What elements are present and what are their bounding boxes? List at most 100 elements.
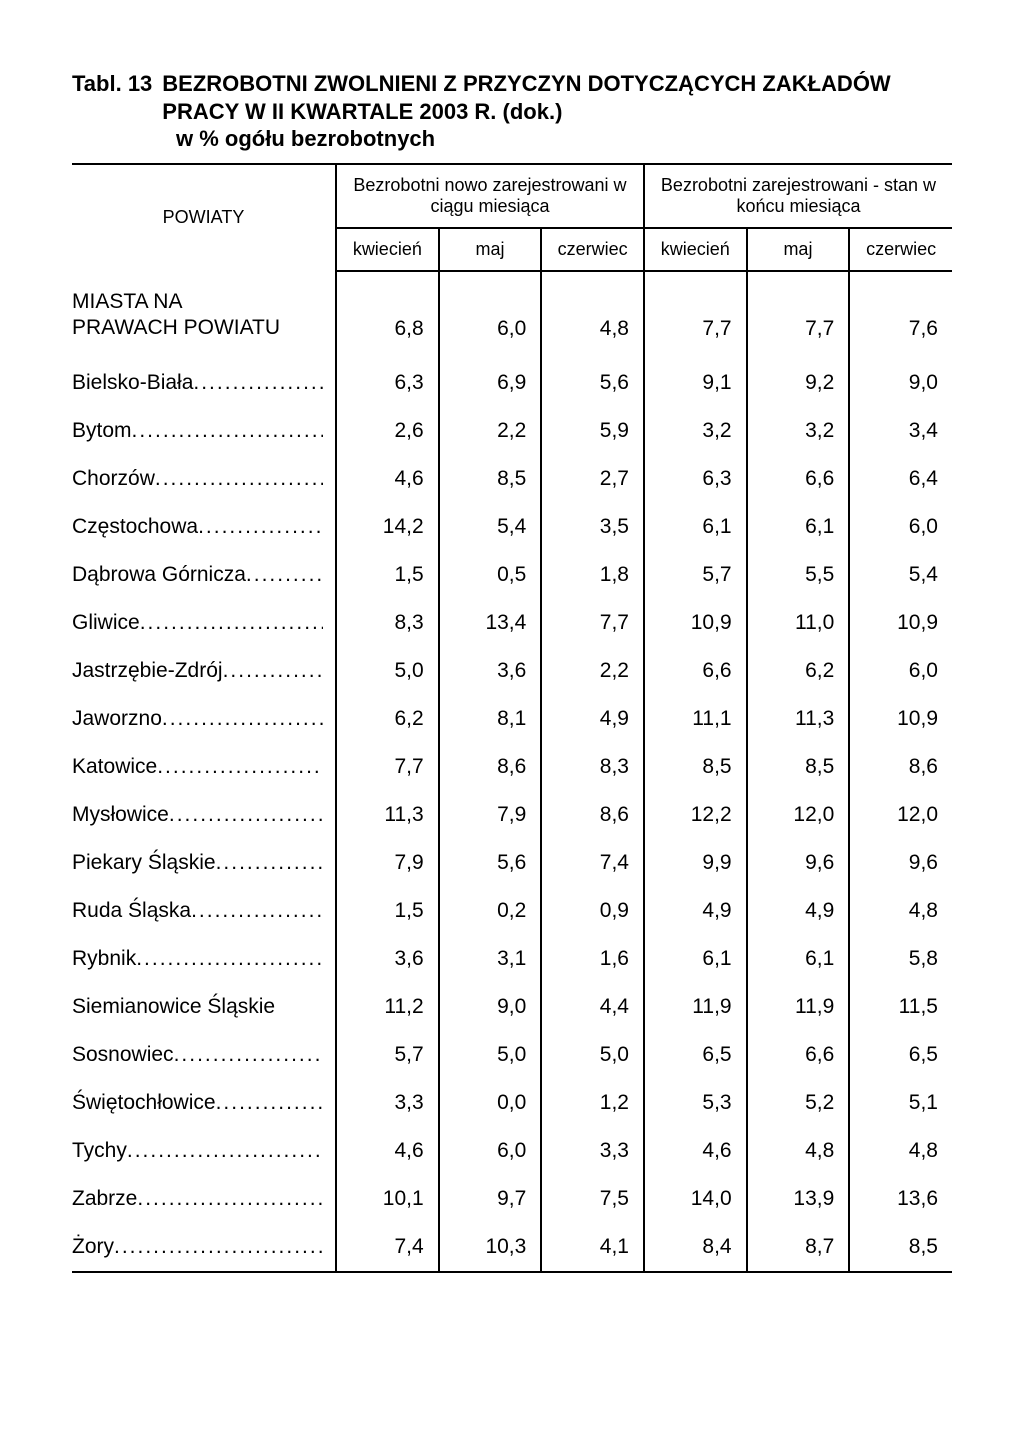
cell: 9,0 (439, 983, 542, 1031)
cell: 3,4 (849, 407, 952, 455)
cell: 6,2 (747, 647, 850, 695)
cell: 5,5 (747, 551, 850, 599)
cell: 6,9 (439, 359, 542, 407)
table-row: Sosnowiec ..............................… (72, 1031, 952, 1079)
cell: 7,7 (644, 271, 747, 360)
cell: 5,0 (336, 647, 439, 695)
table-row: Częstochowa ............................… (72, 503, 952, 551)
cell: 9,2 (747, 359, 850, 407)
cell: 6,8 (336, 271, 439, 360)
cell: 11,3 (747, 695, 850, 743)
cell: 4,8 (849, 887, 952, 935)
cell: 5,0 (439, 1031, 542, 1079)
cell: 4,6 (644, 1127, 747, 1175)
cell: 10,9 (849, 695, 952, 743)
cell: 5,9 (541, 407, 644, 455)
col-header-sub: kwiecień (336, 228, 439, 271)
row-label: Częstochowa ............................… (72, 503, 336, 551)
row-label: Jastrzębie-Zdrój .......................… (72, 647, 336, 695)
cell: 4,9 (747, 887, 850, 935)
table-row: Świętochłowice .........................… (72, 1079, 952, 1127)
table-row: Bielsko-Biała ..........................… (72, 359, 952, 407)
cell: 6,3 (644, 455, 747, 503)
cell: 7,9 (439, 791, 542, 839)
cell: 6,0 (439, 271, 542, 360)
cell: 6,0 (849, 503, 952, 551)
cell: 11,1 (644, 695, 747, 743)
cell: 5,6 (541, 359, 644, 407)
cell: 1,8 (541, 551, 644, 599)
table-header: POWIATY Bezrobotni nowo zarejestrowani w… (72, 164, 952, 271)
cell: 7,4 (541, 839, 644, 887)
col-header-rowlabel: POWIATY (72, 164, 336, 271)
cell: 3,6 (439, 647, 542, 695)
table-row: Zabrze .................................… (72, 1175, 952, 1223)
cell: 9,6 (849, 839, 952, 887)
row-label: Sosnowiec ..............................… (72, 1031, 336, 1079)
cell: 1,5 (336, 551, 439, 599)
cell: 10,3 (439, 1223, 542, 1272)
cell: 0,2 (439, 887, 542, 935)
cell: 2,7 (541, 455, 644, 503)
cell: 12,2 (644, 791, 747, 839)
cell: 8,6 (439, 743, 542, 791)
row-label: Dąbrowa Górnicza .......................… (72, 551, 336, 599)
cell: 11,9 (644, 983, 747, 1031)
cell: 5,4 (439, 503, 542, 551)
table-row: Żory ...................................… (72, 1223, 952, 1272)
cell: 7,7 (747, 271, 850, 360)
cell: 9,7 (439, 1175, 542, 1223)
cell: 11,5 (849, 983, 952, 1031)
row-label: Gliwice ................................… (72, 599, 336, 647)
cell: 11,9 (747, 983, 850, 1031)
cell: 10,9 (644, 599, 747, 647)
cell: 3,2 (747, 407, 850, 455)
table-row: Mysłowice ..............................… (72, 791, 952, 839)
cell: 8,1 (439, 695, 542, 743)
cell: 7,6 (849, 271, 952, 360)
cell: 6,3 (336, 359, 439, 407)
cell: 6,1 (747, 503, 850, 551)
row-label: Bytom ..................................… (72, 407, 336, 455)
col-header-sub: maj (747, 228, 850, 271)
cell: 4,8 (541, 271, 644, 360)
row-label: Ruda Śląska ............................… (72, 887, 336, 935)
cell: 2,6 (336, 407, 439, 455)
cell: 4,9 (644, 887, 747, 935)
row-label: Mysłowice ..............................… (72, 791, 336, 839)
row-label: Żory ...................................… (72, 1223, 336, 1272)
cell: 0,0 (439, 1079, 542, 1127)
cell: 5,6 (439, 839, 542, 887)
cell: 13,6 (849, 1175, 952, 1223)
cell: 13,9 (747, 1175, 850, 1223)
row-label: Jaworzno ...............................… (72, 695, 336, 743)
cell: 3,1 (439, 935, 542, 983)
cell: 3,6 (336, 935, 439, 983)
cell: 4,6 (336, 455, 439, 503)
cell: 4,8 (747, 1127, 850, 1175)
cell: 6,2 (336, 695, 439, 743)
row-label: Bielsko-Biała ..........................… (72, 359, 336, 407)
cell: 6,0 (439, 1127, 542, 1175)
cell: 7,9 (336, 839, 439, 887)
col-header-sub: czerwiec (541, 228, 644, 271)
cell: 8,6 (541, 791, 644, 839)
data-table: POWIATY Bezrobotni nowo zarejestrowani w… (72, 163, 952, 1274)
cell: 5,7 (644, 551, 747, 599)
table-caption: Tabl. 13 BEZROBOTNI ZWOLNIENI Z PRZYCZYN… (72, 70, 952, 153)
cell: 6,1 (644, 935, 747, 983)
cell: 2,2 (439, 407, 542, 455)
cell: 8,3 (336, 599, 439, 647)
cell: 5,3 (644, 1079, 747, 1127)
col-header-sub: maj (439, 228, 542, 271)
cell: 4,4 (541, 983, 644, 1031)
table-row: Rybnik .................................… (72, 935, 952, 983)
cell: 0,5 (439, 551, 542, 599)
cell: 4,8 (849, 1127, 952, 1175)
table-row: Gliwice ................................… (72, 599, 952, 647)
cell: 6,5 (849, 1031, 952, 1079)
cell: 9,1 (644, 359, 747, 407)
table-subtitle: w % ogółu bezrobotnych (72, 125, 952, 153)
cell: 6,5 (644, 1031, 747, 1079)
cell: 11,3 (336, 791, 439, 839)
